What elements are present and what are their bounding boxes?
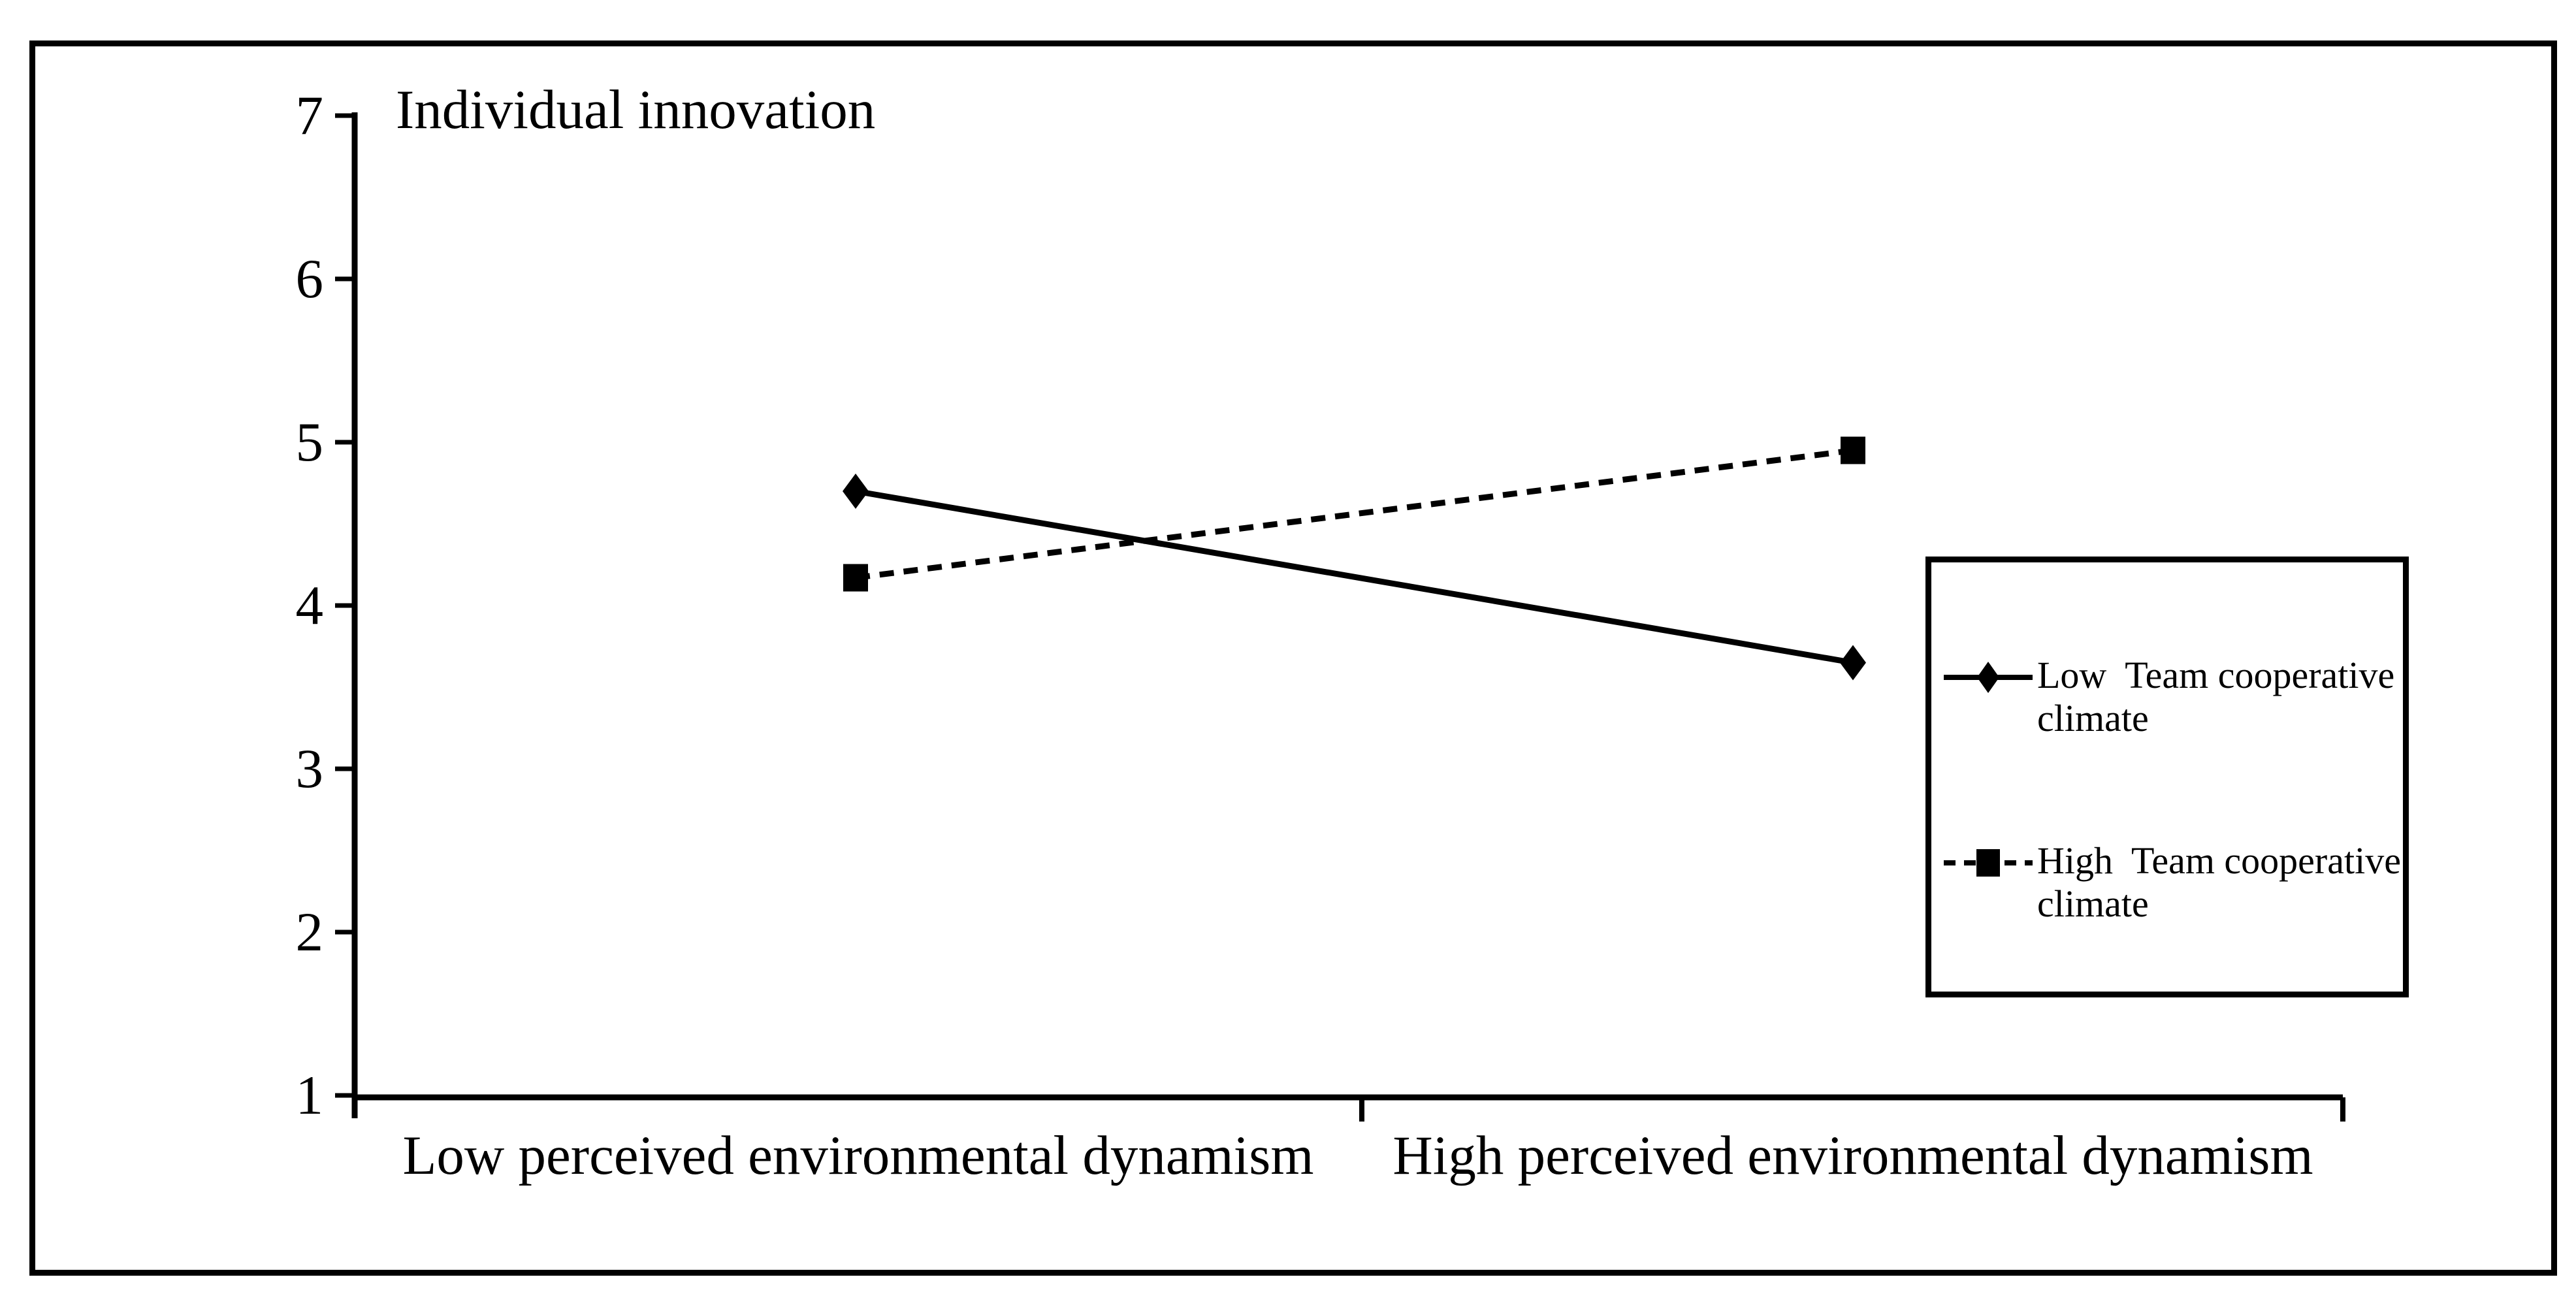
- diamond-marker: [1840, 645, 1866, 681]
- y-tick-label: 7: [296, 85, 324, 146]
- legend-item-low-climate: Low Team cooperative climate: [1940, 654, 2394, 740]
- series-line-low-climate: [855, 488, 1854, 666]
- x-axis-label-low: Low perceived environmental dynamism: [402, 1125, 1314, 1186]
- solid-line-diamond-icon: [1944, 662, 2033, 693]
- y-tick-label: 1: [296, 1065, 324, 1126]
- x-axis-label-high: High perceived environmental dynamism: [1393, 1125, 2313, 1186]
- legend-item-high-climate: High Team cooperative climate: [1940, 839, 2401, 926]
- diamond-marker: [843, 474, 869, 509]
- square-marker: [1841, 436, 1865, 464]
- legend-box: Low Team cooperative climate High Team c…: [1925, 557, 2409, 997]
- legend-label-high-climate: High Team cooperative climate: [2037, 839, 2401, 925]
- y-tick-label: 5: [296, 412, 324, 473]
- y-tick-label: 3: [296, 738, 324, 800]
- y-tick-label: 4: [296, 575, 324, 636]
- y-axis-title: Individual innovation: [396, 79, 876, 140]
- y-tick-label: 2: [296, 901, 324, 963]
- legend-label-low-climate: Low Team cooperative climate: [2037, 654, 2395, 739]
- square-marker: [843, 564, 868, 592]
- dashed-line-square-icon: [1944, 849, 2033, 877]
- y-tick-label: 6: [296, 248, 324, 310]
